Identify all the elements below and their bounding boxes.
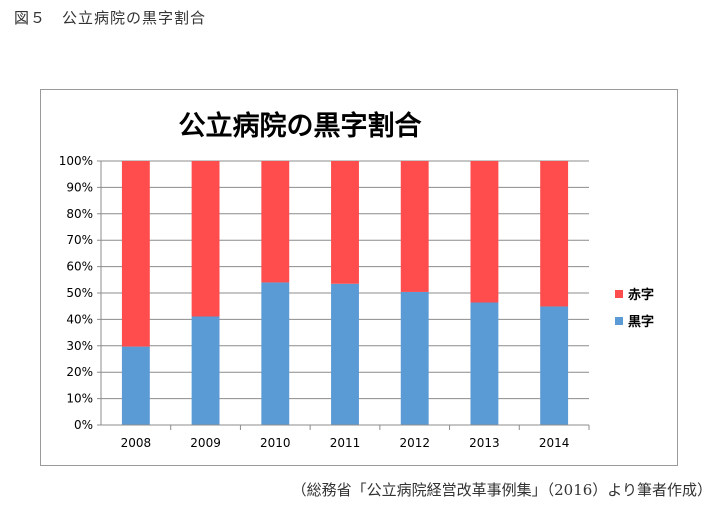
y-tick-label: 80% bbox=[66, 207, 93, 221]
y-tick-label: 50% bbox=[66, 286, 93, 300]
y-tick-label: 10% bbox=[66, 392, 93, 406]
y-tick-label: 20% bbox=[66, 365, 93, 379]
x-tick-label: 2008 bbox=[121, 436, 152, 450]
y-tick-label: 60% bbox=[66, 260, 93, 274]
bar-black-2011 bbox=[331, 283, 359, 425]
legend-label-black: 黒字 bbox=[628, 315, 655, 330]
chart-title: 公立病院の黒字割合 bbox=[178, 111, 422, 142]
chart-frame bbox=[40, 89, 678, 466]
x-tick-label: 2014 bbox=[539, 436, 570, 450]
bar-red-2010 bbox=[261, 161, 290, 283]
figure-title: 図５ 公立病院の黒字割合 bbox=[14, 9, 207, 27]
legend-swatch-blue bbox=[615, 316, 623, 325]
legend-item-black: 黒字 bbox=[615, 311, 654, 330]
bar-black-2012 bbox=[400, 291, 429, 425]
bar-red-2011 bbox=[331, 161, 359, 284]
bar-black-2008 bbox=[121, 346, 150, 425]
legend-swatch-red bbox=[615, 289, 623, 298]
bar-red-2009 bbox=[191, 161, 220, 317]
x-tick-label: 2013 bbox=[469, 436, 500, 450]
y-tick-label: 90% bbox=[66, 180, 93, 194]
legend-item-red: 赤字 bbox=[615, 284, 654, 303]
bar-red-2012 bbox=[400, 161, 429, 292]
bar-red-2013 bbox=[470, 161, 499, 303]
bar-red-2008 bbox=[121, 161, 150, 347]
bar-black-2014 bbox=[540, 306, 569, 425]
y-tick-label: 30% bbox=[66, 339, 93, 353]
y-tick-label: 40% bbox=[66, 312, 93, 326]
bar-black-2010 bbox=[261, 282, 290, 425]
y-tick-label: 100% bbox=[59, 154, 93, 168]
x-tick-label: 2011 bbox=[330, 436, 361, 450]
legend-label-red: 赤字 bbox=[628, 288, 655, 303]
bar-red-2014 bbox=[540, 161, 569, 307]
bar-black-2009 bbox=[191, 316, 220, 425]
x-tick-label: 2009 bbox=[190, 436, 221, 450]
x-tick-label: 2010 bbox=[260, 436, 291, 450]
y-tick-label: 0% bbox=[74, 418, 93, 432]
x-tick-label: 2012 bbox=[399, 436, 430, 450]
bar-black-2013 bbox=[470, 302, 499, 425]
source-caption: （総務省「公立病院経営改革事例集」（2016）より筆者作成） bbox=[291, 481, 712, 499]
y-tick-label: 70% bbox=[66, 233, 93, 247]
